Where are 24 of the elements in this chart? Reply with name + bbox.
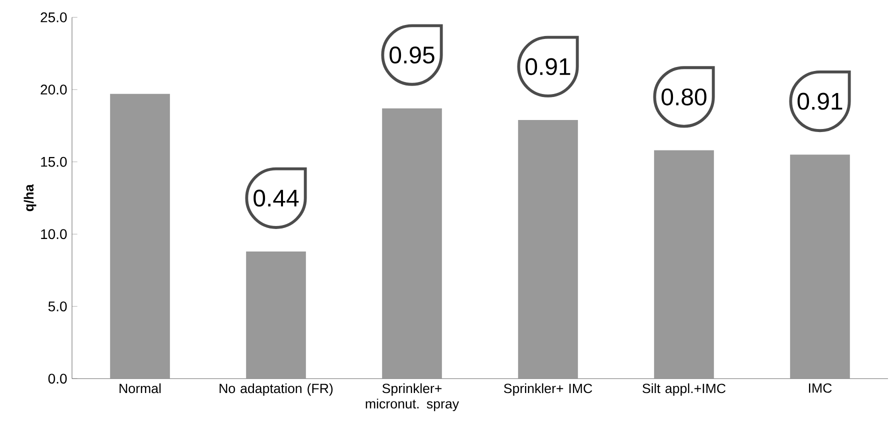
bar xyxy=(110,94,170,379)
bar xyxy=(382,108,442,379)
bar xyxy=(246,252,306,379)
x-tick-label: Sprinkler+ micronut. spray xyxy=(366,384,460,412)
annotation: 0.80 xyxy=(662,88,706,106)
y-tick-label: 5.0 xyxy=(48,302,67,312)
bar xyxy=(518,120,578,379)
y-axis-title: q/ha xyxy=(24,184,36,212)
x-tick-label: Silt appl.+IMC xyxy=(642,384,726,396)
y-tick-label: 10.0 xyxy=(41,229,67,240)
y-tick-label: 15.0 xyxy=(41,157,67,167)
y-tick-label: 25.0 xyxy=(40,12,67,22)
x-tick-label: Normal xyxy=(120,384,161,394)
x-tick-label: Sprinkler+ IMC xyxy=(504,384,592,396)
bar xyxy=(654,150,714,379)
x-tick-label: No adaptation (FR) xyxy=(220,384,333,396)
annotation: 0.91 xyxy=(798,92,842,110)
annotation: 0.91 xyxy=(526,58,570,76)
bar xyxy=(790,154,850,379)
annotation: 0.44 xyxy=(254,190,299,207)
y-tick-label: 0.0 xyxy=(48,374,67,384)
x-tick-label: IMC xyxy=(809,384,832,393)
annotation: 0.95 xyxy=(390,46,434,64)
y-tick-label: 20.0 xyxy=(40,84,67,95)
